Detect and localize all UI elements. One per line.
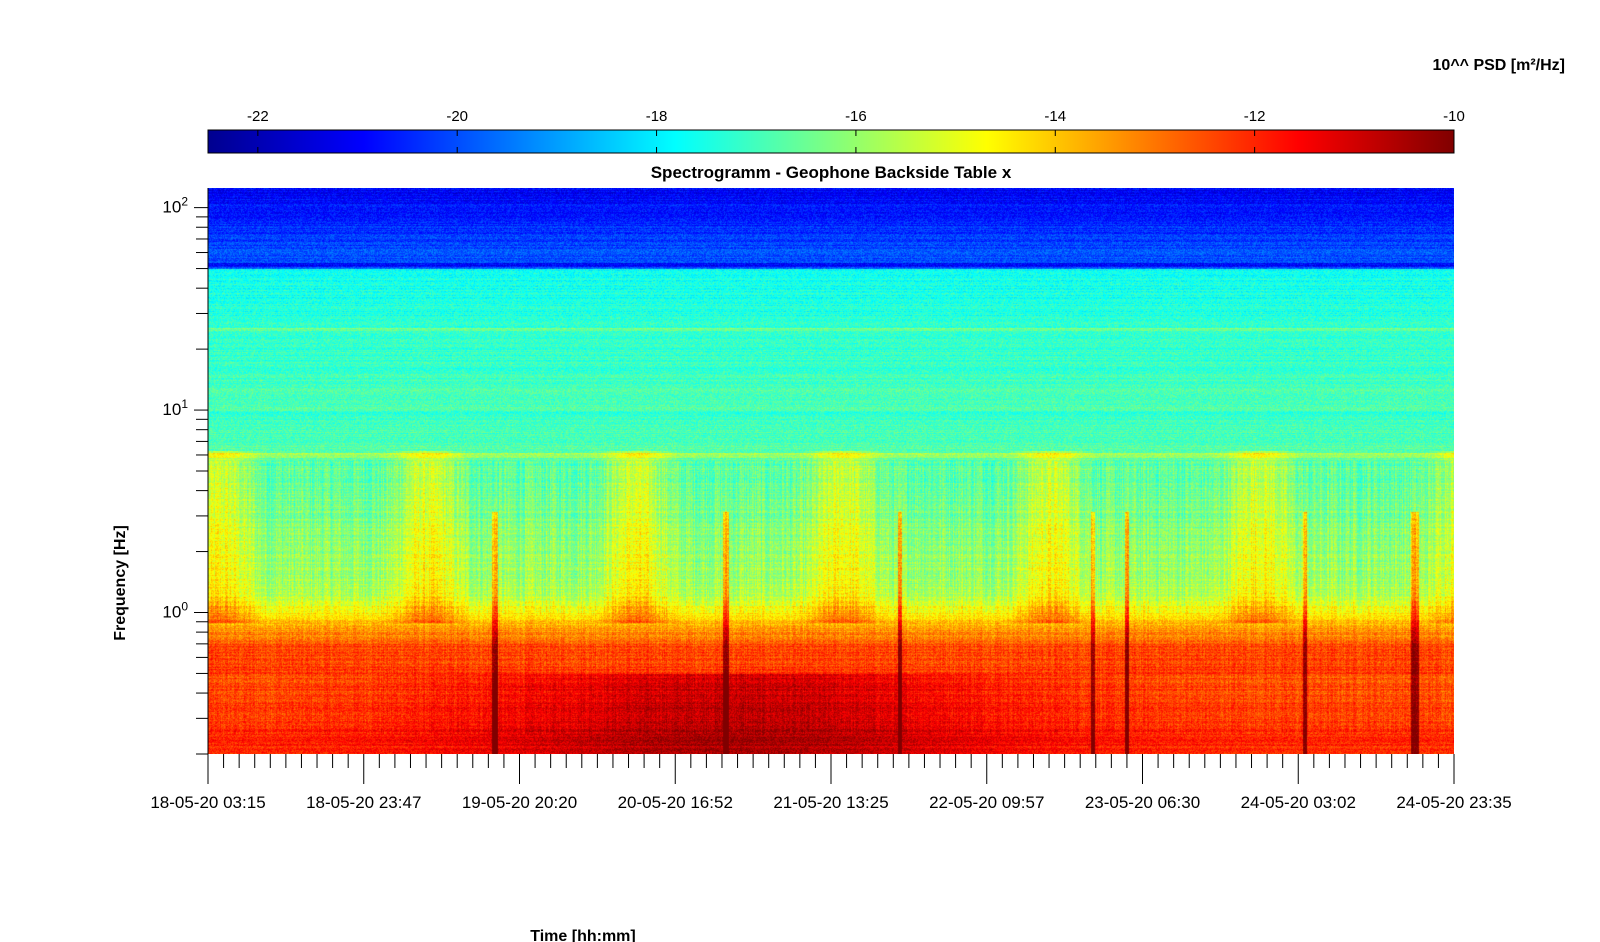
colorbar-tick-label: -12 — [1244, 108, 1266, 125]
colorbar-tick-label: -16 — [845, 108, 867, 125]
chart-title: Spectrogramm - Geophone Backside Table x — [651, 163, 1012, 182]
x-tick-label: 18-05-20 03:15 — [150, 793, 265, 812]
y-tick-label: 102 — [162, 195, 188, 217]
colorbar-tick-label: -20 — [446, 108, 468, 125]
colorbar-tick-label: -22 — [247, 108, 269, 125]
colorbar — [207, 129, 1455, 154]
colorbar-tick-label: -10 — [1443, 108, 1465, 125]
colorbar-tick-label: -14 — [1044, 108, 1066, 125]
colorbar-tick-label: -18 — [646, 108, 668, 125]
x-tick-label: 19-05-20 20:20 — [462, 793, 577, 812]
x-tick-label: 18-05-20 23:47 — [306, 793, 421, 812]
x-axis: 18-05-20 03:15 18-05-20 23:47 19-05-20 20:… — [150, 754, 1512, 812]
colorbar-ticks: -22 -20 -18 -16 -14 -12 -10 — [247, 108, 1465, 153]
spectrogram-image — [208, 188, 1454, 754]
x-tick-label: 20-05-20 16:52 — [618, 793, 733, 812]
x-tick-label: 24-05-20 23:35 — [1396, 793, 1511, 812]
y-axis: 100 101 102 — [162, 195, 208, 755]
x-tick-label: 21-05-20 13:25 — [773, 793, 888, 812]
x-tick-label: 22-05-20 09:57 — [929, 793, 1044, 812]
y-axis-label: Frequency [Hz] — [112, 525, 129, 641]
y-tick-label: 101 — [162, 397, 188, 419]
y-tick-label: 100 — [162, 600, 188, 622]
x-axis-label: Time [hh:mm] — [530, 928, 635, 942]
x-tick-label: 24-05-20 03:02 — [1241, 793, 1356, 812]
colorbar-label: 10^^ PSD [m²/Hz] — [1433, 57, 1565, 74]
x-tick-label: 23-05-20 06:30 — [1085, 793, 1200, 812]
